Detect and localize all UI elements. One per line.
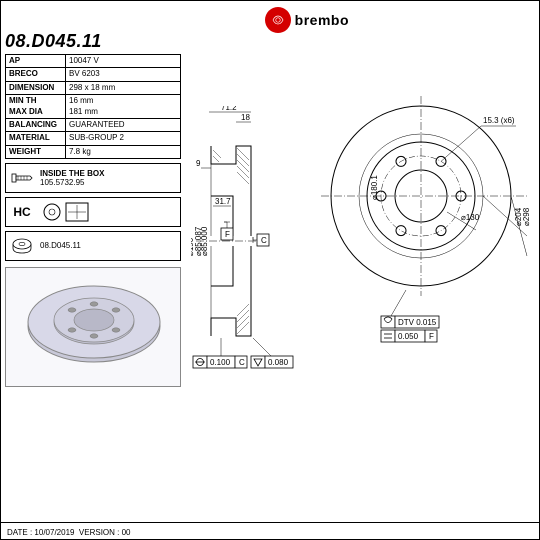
svg-text:0.080: 0.080 (268, 358, 289, 367)
technical-drawing: 71.2 18 9 (191, 46, 531, 426)
spec-label: MIN THMAX DIA (6, 95, 66, 119)
svg-text:0.050: 0.050 (398, 332, 419, 341)
side-section-view: 71.2 18 9 (191, 106, 306, 406)
spec-label: AP (6, 55, 66, 68)
svg-text:⌀85.000: ⌀85.000 (200, 226, 209, 256)
svg-text:31.7: 31.7 (215, 197, 231, 206)
svg-text:C: C (261, 236, 267, 245)
spec-val: 16 mm181 mm (66, 95, 181, 119)
front-view: 15.3 (x6) ⌀130 ⌀180.1 ⌀204 ⌀298 DTV 0.01… (321, 66, 531, 366)
spec-val: GUARANTEED (66, 118, 181, 131)
hc-marking: HC (5, 197, 181, 227)
spec-panel: 08.D045.11 AP10047 V BRECOBV 6203 DIMENS… (5, 31, 185, 387)
spec-label: WEIGHT (6, 145, 66, 158)
spec-label: DIMENSION (6, 81, 66, 94)
spec-label: BRECO (6, 68, 66, 81)
brand-name: brembo (295, 12, 349, 28)
svg-text:15.3 (x6): 15.3 (x6) (483, 116, 515, 125)
spec-val: 10047 V (66, 55, 181, 68)
hc-icon: HC (10, 202, 34, 222)
spec-val: 7.8 kg (66, 145, 181, 158)
hc-graphic (40, 202, 90, 222)
page-container: brembo 08.D045.11 AP10047 V BRECOBV 6203… (0, 0, 540, 540)
alt-part: 08.D045.11 (5, 231, 181, 261)
disc-icon (10, 236, 34, 256)
screw-icon (10, 168, 34, 188)
part-number-title: 08.D045.11 (5, 31, 185, 52)
svg-text:C: C (239, 358, 245, 367)
svg-text:⌀298: ⌀298 (522, 207, 531, 226)
svg-text:18: 18 (241, 113, 250, 122)
svg-text:F: F (225, 230, 230, 239)
product-render (5, 267, 181, 387)
brand-logo: brembo (265, 7, 349, 33)
spec-label: BALANCING (6, 118, 66, 131)
spec-val: 298 x 18 mm (66, 81, 181, 94)
logo-mark (265, 7, 291, 33)
svg-text:DTV 0.015: DTV 0.015 (398, 318, 437, 327)
svg-text:⌀180.1: ⌀180.1 (370, 175, 379, 200)
box-contents: INSIDE THE BOX 105.5732.95 (5, 163, 181, 193)
alt-part-number: 08.D045.11 (40, 241, 81, 251)
svg-text:⌀130: ⌀130 (461, 213, 480, 222)
footer: DATE : 10/07/2019 VERSION : 00 (7, 528, 131, 537)
spec-val: SUB-GROUP 2 (66, 132, 181, 145)
svg-text:0.100: 0.100 (210, 358, 231, 367)
spec-table: AP10047 V BRECOBV 6203 DIMENSION298 x 18… (5, 54, 181, 159)
svg-text:F: F (429, 332, 434, 341)
spec-val: BV 6203 (66, 68, 181, 81)
svg-text:71.2: 71.2 (221, 106, 237, 112)
svg-text:9: 9 (196, 159, 201, 168)
spec-label: MATERIAL (6, 132, 66, 145)
box-text: INSIDE THE BOX 105.5732.95 (40, 169, 104, 188)
